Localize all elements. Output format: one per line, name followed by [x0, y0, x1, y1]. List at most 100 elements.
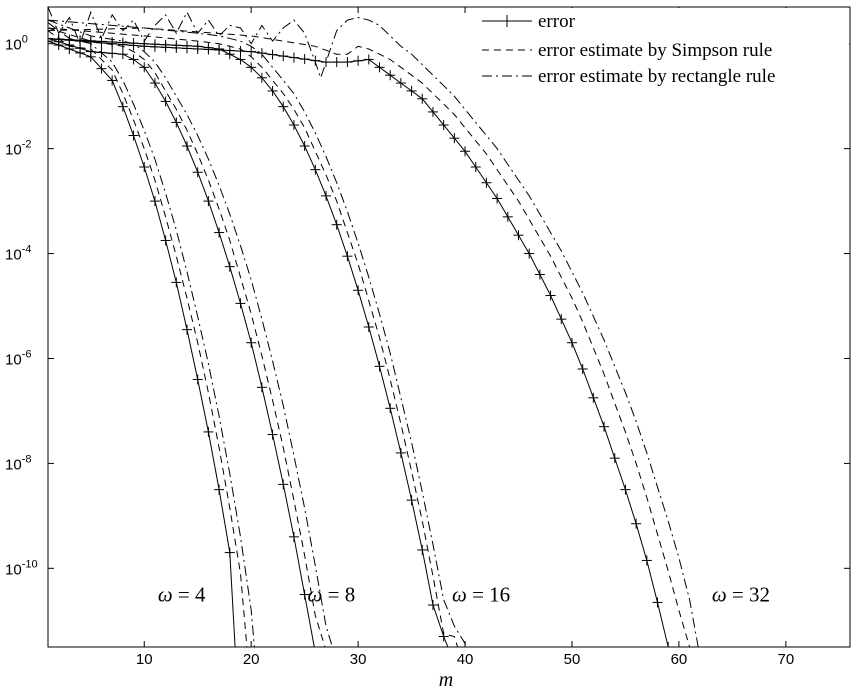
error-marker-omega-16	[417, 544, 428, 555]
series-error-omega-4	[48, 40, 236, 647]
series-rectangle-omega-16	[48, 19, 468, 647]
error-marker-omega-8	[246, 337, 257, 348]
plot-frame	[47, 6, 851, 648]
series-simpson-omega-8	[48, 27, 326, 647]
legend-label-simpson: error estimate by Simpson rule	[538, 40, 772, 61]
error-marker-omega-32	[556, 314, 567, 325]
series-error-omega-32	[48, 38, 669, 647]
error-marker-omega-32	[192, 43, 203, 54]
error-marker-omega-32	[235, 46, 246, 57]
error-marker-omega-4	[224, 547, 235, 558]
x-tick-label: 60	[671, 651, 688, 668]
error-marker-omega-32	[117, 39, 128, 50]
x-tick-label: 30	[350, 651, 367, 668]
error-marker-omega-32	[342, 57, 353, 68]
series-simpson-omega-16	[48, 27, 459, 647]
error-marker-omega-32	[599, 421, 610, 432]
series-rectangle-omega-4	[48, 22, 255, 647]
omega-label: ω = 4	[158, 583, 206, 607]
error-marker-omega-4	[182, 324, 193, 335]
error-marker-omega-16	[267, 85, 278, 96]
error-marker-omega-32	[278, 51, 289, 62]
error-marker-omega-8	[96, 47, 107, 58]
error-marker-omega-32	[48, 33, 53, 44]
error-marker-omega-16	[406, 495, 417, 506]
error-marker-omega-32	[246, 46, 257, 57]
error-marker-omega-16	[363, 322, 374, 332]
error-marker-omega-8	[235, 298, 246, 309]
error-marker-omega-32	[406, 85, 417, 96]
error-marker-omega-32	[171, 42, 182, 53]
error-marker-omega-32	[160, 42, 171, 53]
error-marker-omega-8	[288, 531, 299, 542]
error-marker-omega-32	[620, 484, 631, 495]
error-marker-omega-32	[53, 34, 64, 45]
error-marker-omega-16	[374, 361, 385, 372]
error-marker-omega-32	[288, 52, 299, 63]
error-marker-omega-16	[321, 190, 332, 201]
series-rectangle-omega-8	[48, 19, 333, 647]
error-marker-omega-32	[609, 453, 620, 464]
error-marker-omega-32	[374, 62, 385, 73]
series-rectangle-omega-32	[48, 7, 699, 647]
error-marker-omega-32	[427, 106, 438, 117]
error-marker-omega-32	[395, 78, 406, 89]
error-marker-omega-32	[182, 43, 193, 54]
error-marker-omega-32	[128, 40, 139, 51]
error-marker-omega-32	[224, 45, 235, 56]
error-marker-omega-4	[171, 277, 182, 288]
error-marker-omega-8	[149, 78, 160, 89]
error-marker-omega-32	[299, 54, 310, 65]
error-marker-omega-4	[128, 130, 139, 141]
error-marker-omega-16	[256, 72, 267, 83]
error-marker-omega-8	[256, 382, 267, 393]
series-layer	[48, 7, 699, 647]
error-marker-omega-32	[588, 392, 599, 403]
error-marker-omega-32	[85, 36, 96, 47]
error-marker-omega-8	[171, 117, 182, 128]
error-marker-omega-4	[117, 101, 128, 112]
error-marker-omega-16	[278, 101, 289, 112]
error-marker-omega-8	[139, 62, 150, 73]
error-marker-omega-32	[214, 45, 225, 56]
error-marker-omega-16	[246, 62, 257, 73]
error-marker-omega-8	[107, 48, 118, 59]
error-marker-omega-32	[353, 55, 364, 66]
error-marker-omega-32	[481, 177, 492, 188]
series-simpson-omega-32	[48, 27, 691, 647]
x-tick-label: 10	[136, 651, 153, 668]
error-marker-omega-8	[117, 49, 128, 60]
error-marker-omega-16	[235, 54, 246, 65]
error-marker-omega-8	[203, 196, 214, 207]
error-marker-omega-4	[160, 235, 171, 246]
error-marker-omega-32	[460, 146, 471, 157]
error-marker-omega-4	[96, 63, 107, 74]
error-marker-omega-4	[149, 196, 160, 207]
error-marker-omega-4	[48, 36, 53, 47]
error-marker-omega-4	[107, 75, 118, 86]
error-marker-omega-8	[160, 96, 171, 107]
error-marker-omega-16	[299, 141, 310, 152]
omega-label: ω = 8	[308, 583, 356, 607]
error-marker-omega-32	[310, 55, 321, 66]
annotation-layer: ω = 4 ω = 8 ω = 16 ω = 32	[158, 583, 770, 607]
error-marker-omega-16	[288, 120, 299, 131]
error-marker-omega-16	[331, 219, 342, 230]
series-error-omega-8	[48, 38, 315, 647]
y-tick-label: 100	[5, 34, 28, 54]
legend: error error estimate by Simpson rule err…	[476, 8, 849, 92]
error-marker-omega-32	[470, 162, 481, 172]
error-marker-omega-16	[353, 285, 364, 296]
error-marker-omega-16	[395, 447, 406, 458]
error-marker-omega-32	[534, 269, 545, 280]
x-tick-label: 50	[564, 651, 581, 668]
error-marker-omega-32	[385, 70, 396, 81]
y-tick-label: 10-6	[5, 348, 31, 368]
error-marker-omega-16	[427, 600, 438, 611]
x-tick-label: 70	[777, 651, 794, 668]
error-marker-omega-32	[577, 363, 588, 374]
error-marker-omega-32	[64, 35, 75, 46]
error-marker-omega-4	[192, 374, 203, 385]
legend-box	[476, 8, 849, 92]
